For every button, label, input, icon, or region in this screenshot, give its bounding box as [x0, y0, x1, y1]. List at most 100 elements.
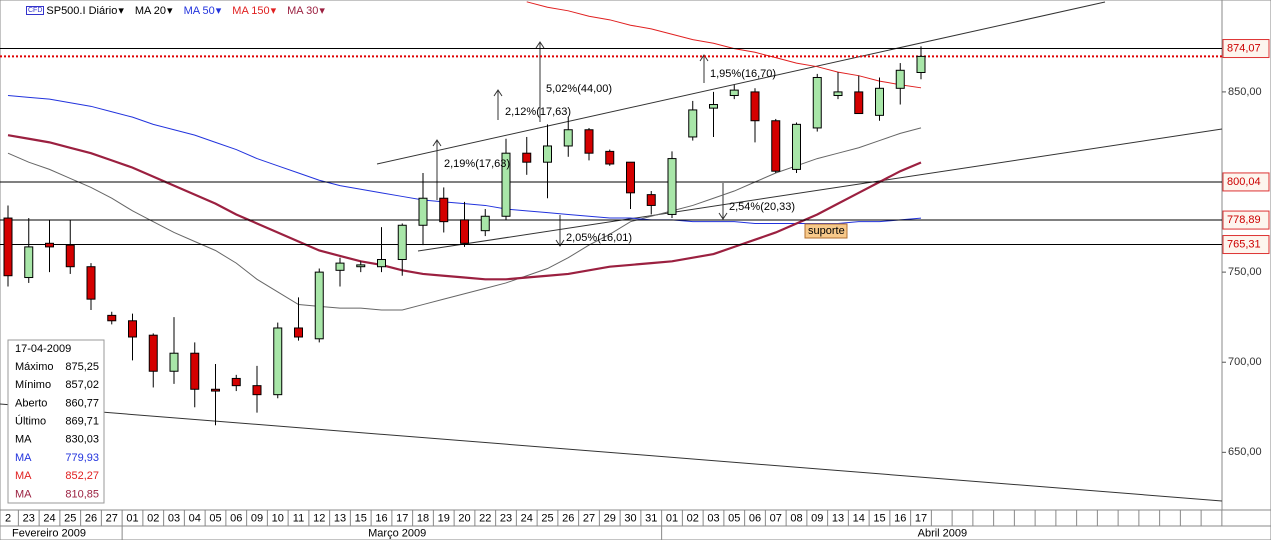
candle-body	[86, 266, 96, 300]
annotation: 2,19%(17,63)	[444, 158, 510, 170]
x-tick-label: 23	[23, 512, 35, 524]
x-tick-label: 06	[230, 512, 242, 524]
trend-line	[376, 1, 1106, 165]
x-tick-label: 09	[251, 512, 263, 524]
candle-body	[854, 91, 864, 115]
legend-entry[interactable]: MA 150	[232, 4, 276, 17]
drawings	[0, 1, 1223, 502]
candle-body	[356, 264, 366, 268]
candle-body	[314, 271, 324, 340]
x-tick-label: 16	[375, 512, 387, 524]
ma-line	[526, 1, 922, 89]
candle-body	[148, 334, 158, 372]
y-tick-label: 700,00	[1228, 356, 1262, 368]
x-tick-label: 18	[417, 512, 429, 524]
x-tick-label: 10	[272, 512, 284, 524]
arrow-head	[535, 41, 545, 49]
x-tick-label: 13	[832, 512, 844, 524]
x-tick-label: 27	[106, 512, 118, 524]
x-tick-label: 17	[915, 512, 927, 524]
candle-body	[24, 246, 34, 279]
legend-entry[interactable]: MA 30	[287, 4, 325, 17]
x-tick-label: 24	[43, 512, 55, 524]
x-tick-label: 03	[168, 512, 180, 524]
info-value: 869,71	[65, 416, 99, 428]
month-label: Março 2009	[368, 527, 426, 539]
annotation: 2,54%(20,33)	[729, 201, 795, 213]
candle-body	[771, 120, 781, 172]
candles	[3, 46, 926, 426]
x-tick-label: 29	[604, 512, 616, 524]
level-label: 800,04	[1227, 176, 1261, 188]
info-label: MA	[15, 452, 32, 464]
x-tick-label: 08	[790, 512, 802, 524]
candle-body	[169, 352, 179, 372]
price-axis	[1221, 0, 1271, 511]
candle-body	[273, 327, 283, 396]
x-tick-label: 20	[458, 512, 470, 524]
info-label: Máximo	[15, 361, 54, 373]
candle-body	[543, 145, 552, 163]
candle-body	[812, 76, 822, 129]
candle-body	[667, 158, 677, 215]
x-tick-label: 02	[147, 512, 159, 524]
x-tick-label: 23	[500, 512, 512, 524]
y-tick-label: 850,00	[1228, 86, 1262, 98]
x-tick-label: 26	[562, 512, 574, 524]
level-label-box	[1222, 235, 1270, 255]
ma-line	[7, 134, 922, 281]
x-tick-label: 03	[707, 512, 719, 524]
candle-body	[522, 152, 532, 163]
candle-body	[792, 123, 801, 170]
level-label-box	[1222, 39, 1270, 59]
x-tick-label: 24	[521, 512, 533, 524]
candle-body	[211, 388, 220, 392]
info-value: 875,25	[65, 361, 99, 373]
candle-body	[397, 224, 407, 261]
x-tick-label: 15	[873, 512, 885, 524]
candle-body	[65, 244, 75, 268]
candle-body	[626, 161, 635, 194]
candle-body	[418, 197, 428, 226]
chart-header: CFD SP500.I Diário MA 20 MA 50 MA 150 MA 30	[0, 0, 336, 20]
date-axis	[0, 509, 1271, 540]
trend-line	[0, 403, 1223, 502]
x-tick-label: 07	[770, 512, 782, 524]
legend-entry[interactable]: MA 20	[135, 4, 173, 17]
x-tick-label: 31	[645, 512, 657, 524]
candle-body	[107, 314, 117, 322]
candle-body	[563, 129, 573, 147]
x-tick-label: 05	[728, 512, 740, 524]
x-tick-label: 04	[189, 512, 201, 524]
info-value: 852,27	[65, 470, 99, 482]
x-tick-label: 16	[894, 512, 906, 524]
cfd-badge: CFD	[26, 5, 45, 15]
x-tick-label: 01	[666, 512, 678, 524]
month-label: Fevereiro 2009	[12, 527, 86, 539]
candle-body	[252, 385, 262, 396]
x-tick-label: 2	[5, 512, 11, 524]
info-value: 779,93	[65, 452, 99, 464]
level-label: 765,31	[1227, 238, 1261, 250]
level-label-box	[1222, 210, 1270, 230]
x-tick-label: 12	[313, 512, 325, 524]
legend-entry[interactable]: MA 50	[184, 4, 222, 17]
annotation: 5,02%(44,00)	[546, 83, 612, 95]
info-value: 810,85	[65, 488, 99, 500]
level-label: 778,89	[1227, 214, 1261, 226]
x-tick-label: 11	[293, 512, 304, 524]
x-tick-label: 02	[687, 512, 699, 524]
candle-body	[294, 327, 303, 338]
x-tick-label: 15	[355, 512, 367, 524]
annotation: 1,95%(16,70)	[710, 68, 776, 80]
candle-body	[646, 194, 656, 206]
plot-area	[0, 0, 1223, 511]
symbol-menu[interactable]: SP500.I Diário	[46, 4, 123, 17]
candle-body	[480, 215, 490, 232]
month-label: Abril 2009	[918, 527, 968, 539]
annotation: 2,05%(16,01)	[566, 232, 632, 244]
candle-body	[377, 259, 386, 268]
arrow-head	[718, 212, 728, 220]
